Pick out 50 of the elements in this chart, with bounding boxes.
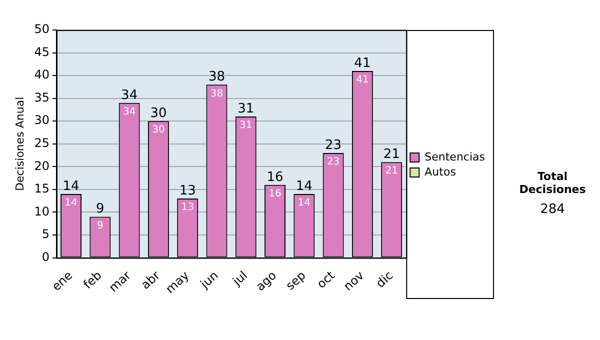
text: Total Decisiones xyxy=(518,170,587,196)
x-tick-label: jul xyxy=(229,268,250,289)
y-tick-label: 35 xyxy=(34,90,50,104)
data-label: 13 xyxy=(181,202,194,214)
data-label: 14 xyxy=(298,198,311,209)
x-tick-label: abr xyxy=(138,268,163,292)
y-tick-label: 0 xyxy=(42,250,50,264)
total-label: 16 xyxy=(266,170,284,185)
total-label: 31 xyxy=(238,101,254,116)
data-label: 21 xyxy=(385,166,398,177)
total-label: 21 xyxy=(383,146,400,162)
data-label: 34 xyxy=(122,106,136,118)
total-label: 38 xyxy=(208,70,226,85)
x-tick-label: oct xyxy=(314,268,338,292)
x-tick-label: sep xyxy=(283,268,308,293)
data-label: 14 xyxy=(64,198,78,209)
total-label: 23 xyxy=(325,138,342,153)
total-label: 41 xyxy=(354,56,371,71)
total-label: 13 xyxy=(179,183,196,198)
y-tick-label: 50 xyxy=(34,22,50,36)
y-tick-label: 25 xyxy=(34,136,50,150)
y-tick-label: 20 xyxy=(34,158,50,173)
data-label: 9 xyxy=(96,220,104,232)
data-label: 23 xyxy=(326,156,340,168)
x-tick-label: nov xyxy=(340,268,367,294)
y-tick-label: 45 xyxy=(34,44,50,59)
total-label: 9 xyxy=(96,202,104,217)
data-label: 30 xyxy=(152,124,165,136)
y-tick-label: 15 xyxy=(34,182,50,196)
total-label: 34 xyxy=(121,88,138,103)
total-label: 14 xyxy=(62,178,80,194)
data-label: 38 xyxy=(210,88,224,100)
total-label: 14 xyxy=(296,178,312,194)
y-axis-title: Decisiones Anual xyxy=(13,96,26,191)
x-tick-label: dic xyxy=(373,268,396,290)
x-tick-label: jun xyxy=(196,268,221,292)
legend-label: Sentencias xyxy=(424,150,486,164)
y-tick-label: 30 xyxy=(34,113,50,128)
legend-label: Autos xyxy=(424,165,456,178)
data-label: 16 xyxy=(268,188,282,200)
x-tick-label: ene xyxy=(49,268,76,294)
x-tick-label: ago xyxy=(253,268,280,294)
text: 284 xyxy=(539,202,566,217)
total-label: 30 xyxy=(150,106,167,121)
y-tick-label: 40 xyxy=(34,68,50,82)
data-label: 31 xyxy=(240,120,252,132)
data-label: 41 xyxy=(356,74,369,86)
x-tick-label: feb xyxy=(80,268,104,292)
y-tick-label: 10 xyxy=(34,204,50,218)
y-tick-label: 5 xyxy=(42,227,50,242)
